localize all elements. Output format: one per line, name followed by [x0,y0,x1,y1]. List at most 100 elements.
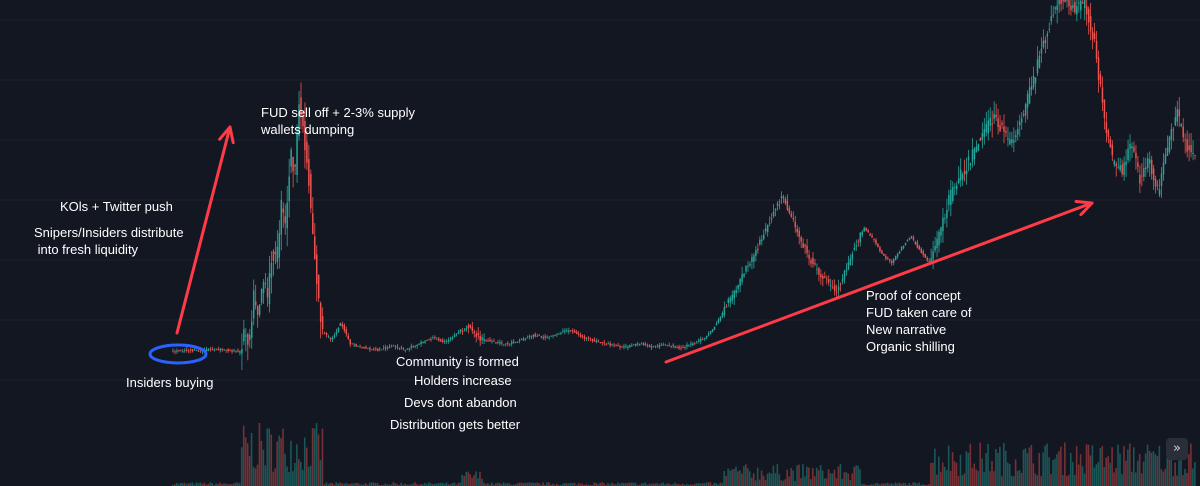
candle-body [436,338,438,340]
candle-body [737,284,739,289]
volume-bar [1006,462,1009,486]
candle-body [1133,147,1135,152]
volume-bar [420,483,422,486]
candle-body [609,343,611,346]
volume-bar [498,482,501,486]
candle-body [739,279,741,287]
candle-body [455,333,458,335]
candle-body [507,343,509,344]
volume-bar [999,446,1001,486]
volume-bar [496,482,499,486]
candle-body [495,342,497,344]
volume-bar [268,428,271,486]
candle-body [1164,154,1167,164]
candle-body [721,312,724,318]
candle-body [325,333,328,335]
volume-bar [991,460,993,486]
candle-body [633,344,635,346]
volume-bar [483,482,485,486]
volume-bar [778,474,781,486]
volume-bar [589,484,592,486]
volume-bar [400,482,403,486]
volume-bar [697,482,700,486]
volume-bar [351,483,353,486]
volume-bar [719,482,722,486]
candle-body [310,173,312,209]
candle-body [501,342,503,344]
candle-body [493,340,495,342]
volume-bar [370,482,373,486]
volume-bar [1144,453,1147,486]
candle-body [380,349,383,351]
volume-bar [672,484,674,486]
candle-body [914,241,917,244]
volume-bar [343,483,345,486]
candle-body [1034,77,1037,84]
candle-body [438,338,440,341]
candle-body [952,186,954,201]
candle-body [749,263,751,266]
volume-bar [1064,442,1066,486]
volume-bar [721,482,723,486]
volume-bar [682,483,684,486]
volume-bar [339,482,341,486]
volume-bar [408,484,410,486]
volume-bar [461,474,464,486]
volume-bar [1038,452,1041,486]
candle-body [290,149,292,167]
candle-body [853,247,856,250]
candle-body [186,349,188,351]
candle-body [603,342,605,344]
volume-bar [607,482,609,486]
candle-body [1058,0,1060,5]
volume-bar [711,484,714,486]
candle-body [778,201,781,203]
volume-bar [644,482,647,486]
volume-bar [703,483,706,486]
volume-bar [327,484,330,486]
candle-body [729,297,732,303]
candle-body [351,343,353,345]
candle-body [512,341,515,343]
volume-bar [890,482,893,486]
volume-bar [1160,469,1163,486]
candle-body [497,342,499,343]
candle-body [237,350,239,352]
volume-bar [203,482,206,486]
candle-body [936,238,938,249]
volume-bar [524,482,527,486]
volume-bar [1140,473,1143,486]
scroll-to-latest-button[interactable]: » [1166,438,1188,460]
volume-bar [747,468,749,486]
candle-body [223,349,225,351]
volume-bar [613,483,615,486]
candle-body [701,339,704,341]
candle-body [449,337,452,340]
candle-body [613,344,615,346]
volume-bar [563,483,566,486]
volume-bar [794,480,796,486]
candle-body [822,275,824,279]
volume-bar [813,476,816,486]
candle-body [889,259,891,261]
candle-body [768,223,771,225]
volume-bar [664,484,666,486]
volume-bar [500,484,503,486]
volume-bar [934,448,936,486]
candle-body [566,330,568,332]
volume-bar [938,456,940,486]
candle-body [1082,2,1084,4]
candle-body [579,334,582,337]
volume-bar [973,463,976,486]
volume-bar [729,470,731,486]
volume-bar [1138,453,1141,486]
volume-bar [904,483,907,486]
candle-body [707,333,710,336]
volume-bar [1058,451,1060,486]
pump-arrow [175,125,235,335]
volume-bar [1093,467,1096,486]
candle-body [1176,109,1179,122]
volume-bar [808,467,810,486]
